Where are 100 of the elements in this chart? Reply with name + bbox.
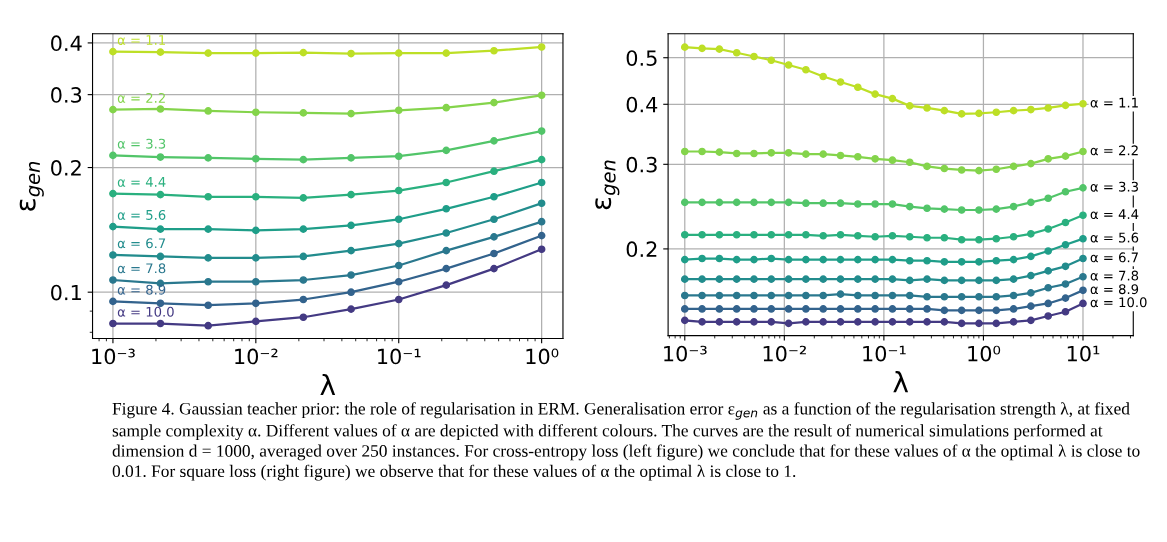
point (923, 256, 931, 265)
series-label: α = 7.8 (1090, 270, 1139, 281)
series-label: α = 5.6 (117, 209, 166, 220)
point (784, 305, 793, 313)
point (854, 305, 862, 313)
point (940, 233, 949, 242)
point (537, 245, 546, 254)
series-label: α = 7.8 (117, 263, 166, 274)
series-label: α = 3.3 (117, 138, 166, 149)
point (888, 231, 897, 240)
x-tick-label: 10⁻¹ (863, 345, 906, 362)
point (940, 205, 949, 213)
point (698, 44, 706, 53)
point (871, 291, 879, 300)
point (732, 230, 741, 239)
point (750, 255, 758, 264)
point (905, 102, 914, 110)
point (888, 200, 897, 208)
x-tick-label: 10⁰ (526, 348, 559, 365)
point (1009, 291, 1018, 300)
point (252, 49, 260, 57)
y-tick-label: 0.3 (51, 87, 82, 103)
point (299, 48, 308, 57)
point (923, 305, 931, 313)
point (750, 198, 758, 207)
point (680, 198, 689, 207)
point (204, 154, 212, 162)
point (871, 255, 879, 264)
point (1061, 187, 1070, 196)
point (1079, 147, 1087, 156)
y-tick-label: 0.3 (626, 156, 657, 173)
point (299, 194, 308, 202)
series-label: α = 6.7 (1090, 252, 1138, 263)
point (992, 276, 1001, 285)
point (537, 199, 546, 208)
point (490, 98, 498, 107)
point (347, 221, 355, 230)
point (715, 45, 724, 53)
point (1061, 280, 1070, 288)
x-axis-title: λ (320, 373, 336, 396)
point (854, 152, 862, 161)
point (819, 305, 828, 313)
point (767, 305, 776, 313)
point (923, 162, 931, 171)
point (109, 222, 117, 231)
y-tick-label: 0.2 (626, 241, 657, 258)
point (750, 318, 758, 326)
point (888, 318, 897, 326)
point (394, 261, 403, 270)
point (975, 306, 983, 315)
point (394, 215, 403, 224)
point (698, 275, 706, 283)
point (1044, 225, 1053, 233)
point (1027, 302, 1035, 310)
point (537, 127, 546, 135)
point (957, 319, 966, 328)
point (854, 291, 862, 300)
point (394, 186, 403, 195)
point (802, 305, 810, 313)
point (442, 103, 451, 112)
point (490, 167, 498, 176)
point (490, 192, 498, 201)
y-axis-title: ε$_{gen}$ (19, 161, 44, 211)
point (156, 190, 165, 199)
point (854, 318, 862, 326)
point (252, 192, 260, 201)
point (1009, 106, 1018, 115)
point (204, 277, 212, 286)
point (940, 106, 949, 115)
point (940, 258, 949, 266)
point (836, 199, 845, 208)
point (836, 318, 845, 326)
point (109, 319, 117, 328)
caption: Figure 4. Gaussian teacher prior: the role of regularisation in ERM. Generalisation error ε$_{gen}$ as a function of the regularisation strength λ, at fixed sample complexity α. Different values of α are depicted with different colours. The curves are the result of numerical simulations performed at dimension d = 1000, averaged over 250 instances. For cross-entropy loss (left figure) we conclude that for these values of α the optimal λ is close to 0.01. For square loss (right figure) we observe that for these values of α the optimal λ is close to 1. (112, 402, 1140, 481)
point (992, 165, 1001, 174)
point (490, 264, 498, 273)
point (109, 297, 117, 306)
point (819, 199, 828, 208)
point (975, 235, 983, 244)
point (204, 225, 212, 233)
point (1079, 299, 1087, 308)
point (836, 305, 845, 313)
point (975, 258, 983, 266)
point (715, 254, 724, 263)
point (698, 305, 706, 313)
point (490, 233, 498, 241)
point (490, 215, 498, 224)
point (905, 276, 914, 285)
point (871, 305, 879, 313)
point (1044, 155, 1053, 163)
point (715, 291, 724, 300)
point (299, 295, 308, 304)
point (109, 251, 117, 259)
point (537, 155, 546, 164)
series-label: α = 1.1 (1090, 97, 1138, 108)
point (1044, 267, 1053, 275)
point (442, 229, 451, 237)
point (750, 275, 758, 283)
point (1009, 162, 1018, 171)
point (537, 231, 546, 240)
